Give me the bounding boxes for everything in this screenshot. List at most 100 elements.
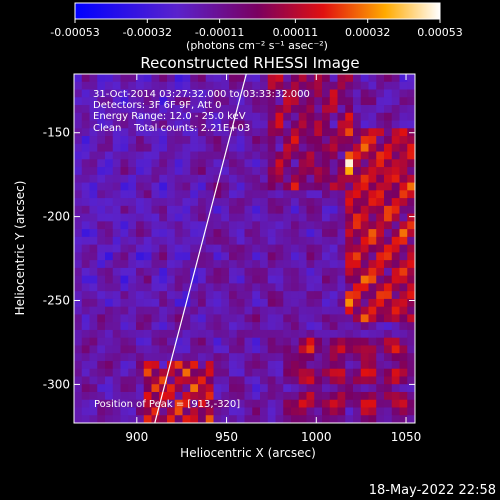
heatmap-cell — [205, 151, 214, 160]
heatmap-cell — [244, 244, 253, 253]
heatmap-cell — [353, 213, 362, 222]
heatmap-cell — [112, 298, 121, 308]
heatmap-cell — [291, 306, 300, 315]
heatmap-cell — [244, 128, 253, 137]
heatmap-cell — [337, 345, 346, 354]
heatmap-cell — [306, 399, 315, 408]
heatmap-cell — [275, 291, 284, 300]
heatmap-cell — [120, 167, 129, 176]
x-tick-label: 1050 — [391, 430, 422, 444]
heatmap-cell — [244, 314, 253, 323]
heatmap-cell — [399, 407, 408, 416]
heatmap-cell — [298, 120, 307, 129]
heatmap-cell — [353, 407, 362, 416]
heatmap-cell — [345, 291, 354, 300]
heatmap-cell — [283, 283, 292, 292]
heatmap-cell — [345, 128, 354, 137]
heatmap-cell — [213, 368, 222, 377]
heatmap-cell — [407, 391, 415, 401]
heatmap-cell — [275, 376, 284, 385]
heatmap-cell — [391, 236, 400, 246]
heatmap-cell — [353, 415, 362, 423]
heatmap-cell — [291, 353, 300, 362]
heatmap-cell — [368, 306, 377, 315]
heatmap-cell — [260, 275, 269, 284]
heatmap-cell — [368, 205, 377, 215]
heatmap-cell — [236, 298, 245, 308]
heatmap-cell — [291, 244, 300, 253]
heatmap-cell — [236, 167, 245, 176]
heatmap-cell — [376, 368, 385, 377]
heatmap-cell — [298, 244, 307, 253]
heatmap-cell — [329, 143, 338, 153]
heatmap-cell — [298, 322, 307, 331]
heatmap-cell — [143, 159, 152, 168]
heatmap-cell — [136, 391, 145, 401]
heatmap-cell — [244, 182, 253, 191]
heatmap-cell — [322, 74, 331, 83]
heatmap-cell — [136, 205, 145, 215]
heatmap-cell — [221, 391, 230, 401]
heatmap-cell — [112, 407, 121, 416]
heatmap-cell — [283, 407, 292, 416]
heatmap-cell — [368, 105, 377, 114]
x-axis-label: Heliocentric X (arcsec) — [180, 446, 316, 460]
heatmap-cell — [353, 112, 362, 122]
heatmap-cell — [322, 182, 331, 191]
heatmap-cell — [306, 314, 315, 323]
heatmap-cell — [329, 260, 338, 269]
heatmap-cell — [182, 81, 191, 91]
heatmap-cell — [236, 213, 245, 222]
heatmap-cell — [112, 174, 121, 184]
heatmap-cell — [167, 306, 176, 315]
heatmap-cell — [159, 97, 168, 106]
heatmap-cell — [384, 198, 393, 207]
heatmap-cell — [97, 205, 106, 215]
heatmap-cell — [182, 391, 191, 401]
heatmap-cell — [97, 376, 106, 385]
heatmap-cell — [275, 415, 284, 423]
heatmap-cell — [407, 221, 415, 230]
heatmap-cell — [283, 384, 292, 393]
heatmap-cell — [81, 407, 90, 416]
heatmap-cell — [89, 415, 98, 423]
heatmap-cell — [275, 112, 284, 122]
heatmap-cell — [391, 291, 400, 300]
heatmap-cell — [74, 213, 83, 222]
heatmap-cell — [345, 136, 354, 145]
heatmap-cell — [128, 314, 137, 323]
heatmap-cell — [236, 190, 245, 199]
heatmap-cell — [182, 376, 191, 385]
heatmap-cell — [74, 112, 83, 122]
heatmap-cell — [275, 407, 284, 416]
heatmap-cell — [399, 190, 408, 199]
heatmap-cell — [376, 384, 385, 393]
heatmap-cell — [376, 407, 385, 416]
heatmap-cell — [337, 291, 346, 300]
heatmap-cell — [136, 298, 145, 308]
heatmap-cell — [384, 205, 393, 215]
heatmap-cell — [213, 244, 222, 253]
heatmap-cell — [236, 329, 245, 339]
heatmap-cell — [112, 368, 121, 377]
heatmap-cell — [174, 105, 183, 114]
heatmap-cell — [360, 353, 369, 362]
heatmap-cell — [174, 120, 183, 129]
heatmap-cell — [298, 298, 307, 308]
heatmap-cell — [128, 360, 137, 370]
heatmap-cell — [267, 353, 276, 362]
heatmap-cell — [151, 267, 160, 277]
heatmap-cell — [252, 337, 261, 346]
heatmap-cell — [198, 407, 207, 416]
heatmap-cell — [283, 159, 292, 168]
heatmap-cell — [376, 376, 385, 385]
heatmap-cell — [337, 252, 346, 261]
heatmap-cell — [167, 128, 176, 137]
heatmap-cell — [298, 283, 307, 292]
heatmap-cell — [112, 105, 121, 114]
heatmap-cell — [174, 205, 183, 215]
heatmap-cell — [159, 190, 168, 199]
heatmap-cell — [283, 252, 292, 261]
heatmap-cell — [151, 112, 160, 122]
heatmap-cell — [306, 376, 315, 385]
